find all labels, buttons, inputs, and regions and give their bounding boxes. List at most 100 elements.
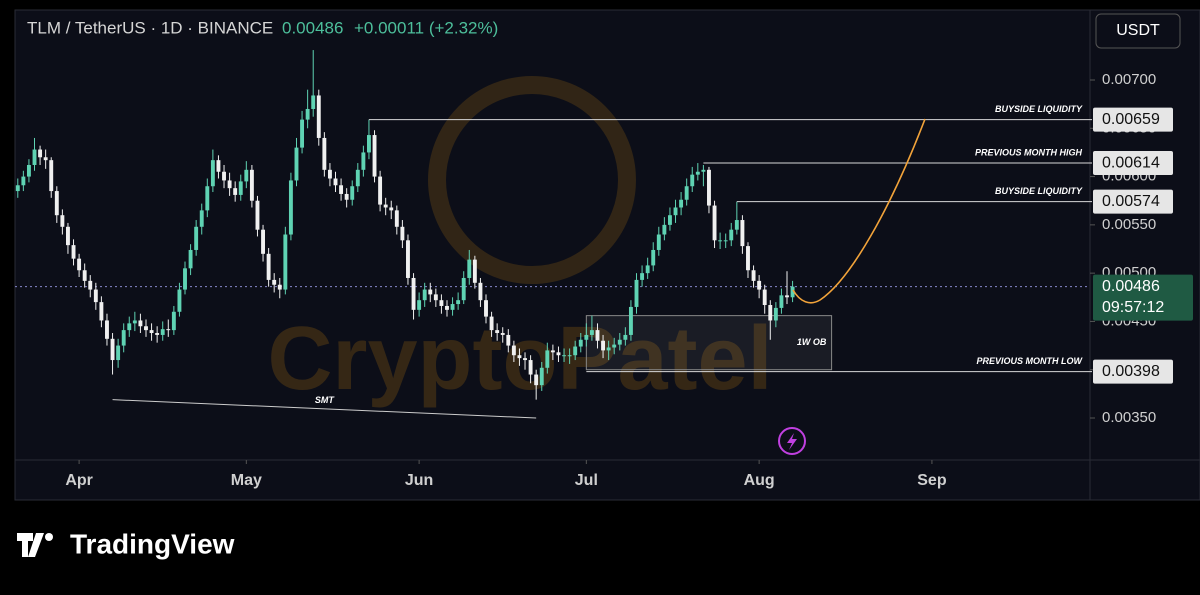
candle-body: [489, 316, 494, 331]
candle-body: [144, 326, 148, 331]
candle-body: [617, 339, 622, 345]
candle-body: [93, 289, 98, 303]
candle-body: [283, 234, 288, 290]
order-block: [585, 315, 833, 371]
candle-body: [205, 186, 210, 211]
level-price: 0.00574: [1102, 193, 1160, 210]
candle-body: [567, 355, 572, 357]
candle-body: [762, 289, 767, 306]
currency-button[interactable]: [1095, 13, 1181, 49]
x-tick-label: May: [231, 472, 262, 489]
candle-body: [484, 300, 488, 317]
candle-body: [500, 333, 505, 335]
candle-body: [456, 300, 461, 305]
candle-body: [238, 181, 243, 195]
candle-body: [138, 320, 143, 327]
candle-body: [511, 345, 516, 356]
candle-body: [422, 289, 427, 301]
candle-body: [272, 279, 277, 285]
candle-body: [216, 160, 221, 172]
candle-body: [417, 300, 422, 310]
candle-body: [322, 137, 327, 170]
candle-body: [467, 259, 472, 278]
candle-body: [695, 171, 700, 175]
candle-body: [757, 280, 762, 290]
candle-body: [311, 95, 316, 109]
candle-body: [177, 289, 182, 312]
candle-body: [60, 215, 65, 227]
candle-body: [612, 344, 617, 348]
candle-body: [366, 135, 371, 153]
candle-body: [601, 340, 606, 351]
x-tick-label: Jul: [575, 472, 598, 489]
candle-body: [350, 186, 355, 200]
level-label: PREVIOUS MONTH HIGH: [975, 147, 1083, 157]
projection-path: [792, 118, 926, 304]
candle-body: [127, 323, 132, 331]
last-price-box: [1093, 274, 1193, 321]
candle-body: [199, 210, 204, 227]
candle-body: [210, 160, 215, 187]
watermark: CryptoPatel: [267, 309, 772, 409]
x-tick-label: Jun: [405, 472, 433, 489]
candle-body: [88, 280, 93, 290]
candle-body: [673, 207, 678, 216]
candle-body: [261, 229, 265, 254]
candle-body: [439, 300, 444, 306]
candle-body: [244, 169, 249, 182]
brand-name: TradingView: [70, 528, 235, 559]
candle-body: [684, 186, 689, 200]
candle-body: [361, 152, 366, 170]
candle-body: [445, 305, 449, 310]
chart-panel: [14, 9, 1200, 501]
candle-body: [116, 345, 121, 361]
candle-body: [662, 224, 667, 235]
candle-body: [779, 295, 784, 308]
header-price: 0.00486: [282, 18, 343, 37]
candle-body: [433, 294, 438, 301]
candle-body: [49, 160, 54, 192]
candle-body: [450, 304, 455, 310]
candle-body: [628, 306, 633, 335]
candle-body: [723, 240, 728, 242]
y-tick-label: 0.00350: [1102, 409, 1156, 426]
candle-body: [333, 178, 338, 186]
candle-body: [400, 226, 405, 241]
candle-body: [679, 199, 684, 208]
candle-body: [740, 220, 745, 247]
candle-body: [227, 180, 232, 189]
level-price-box: [1093, 189, 1173, 214]
candle-body: [121, 330, 126, 346]
candle-body: [539, 367, 544, 386]
candle-body: [54, 191, 59, 216]
candle-body: [589, 330, 594, 335]
candle-body: [294, 147, 299, 181]
header-change: +0.00011 (+2.32%): [354, 18, 498, 37]
y-tick-label: 0.00700: [1102, 71, 1156, 88]
candle-body: [77, 258, 82, 271]
candle-body: [606, 347, 611, 351]
level-label: PREVIOUS MONTH LOW: [977, 356, 1084, 366]
candle-body: [528, 360, 533, 375]
candle-body: [316, 95, 321, 138]
candle-body: [406, 240, 410, 278]
candle-body: [160, 329, 165, 335]
candle-body: [82, 270, 87, 281]
candle-body: [556, 352, 561, 356]
candle-body: [194, 226, 199, 250]
candle-body: [578, 339, 583, 347]
currency-label: USDT: [1116, 22, 1160, 39]
candle-body: [32, 149, 37, 165]
candle-body: [171, 311, 176, 331]
candle-body: [461, 277, 466, 301]
level-price: 0.00659: [1102, 111, 1160, 128]
candle-body: [339, 185, 344, 194]
y-tick-label: 0.00550: [1102, 216, 1156, 233]
candle-body: [523, 358, 527, 361]
candle-body: [383, 204, 388, 208]
candle-body: [26, 164, 31, 177]
event-icon: [778, 427, 806, 455]
candle-body: [15, 185, 20, 192]
candle-body: [517, 355, 522, 359]
level-price: 0.00614: [1102, 154, 1160, 171]
